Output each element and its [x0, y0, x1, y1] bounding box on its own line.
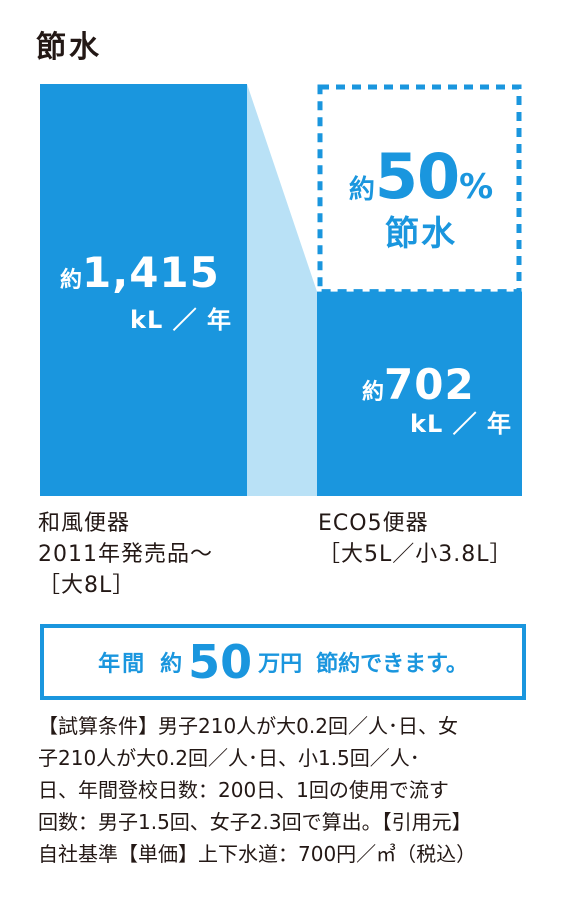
bar-value-unit: kL ／ 年: [130, 306, 232, 334]
bar-unit-label-right: kL ／ 年: [410, 404, 512, 439]
category-label-left: 和風便器 2011年発売品～ ［大8L］: [38, 508, 213, 601]
note-line: 回数：男子1.5回、女子2.3回で算出。【引用元】: [38, 810, 472, 834]
category-line: ［大8L］: [38, 573, 136, 598]
category-line: ECO5便器: [318, 511, 429, 536]
banner-approx: 約: [160, 652, 183, 677]
bar-value-number: 1,415: [82, 248, 220, 297]
bar-chart: [40, 84, 522, 496]
bar-value-prefix: 約: [60, 268, 83, 293]
banner-message: 節約できます。: [316, 652, 468, 677]
note-line: 日、年間登校日数：200日、1回の使用で流す: [38, 778, 449, 802]
savings-number: 50: [374, 140, 460, 213]
chart-title: 節水: [36, 30, 102, 65]
savings-prefix: 約: [348, 175, 375, 205]
banner-period: 年間: [98, 652, 147, 677]
bar-value-unit: kL ／ 年: [410, 410, 512, 438]
bar-connector: [247, 84, 317, 496]
category-line: 2011年発売品～: [38, 542, 213, 567]
note-line: 【試算条件】男子210人が大0.2回／人･日、女: [38, 714, 458, 738]
bar-unit-label-left: kL ／ 年: [130, 300, 232, 335]
note-line: 自社基準【単価】上下水道：700円／㎥（税込）: [38, 842, 477, 866]
banner-unit: 万円: [258, 652, 303, 677]
note-line: 子210人が大0.2回／人･日、小1.5回／人･: [38, 746, 420, 770]
savings-label: 節水: [385, 214, 457, 254]
bar-value-number: 702: [384, 360, 475, 409]
savings-annotation: 約50%: [322, 140, 520, 213]
savings-dashed-outline: [317, 84, 522, 295]
savings-banner: 年間 約 50 万円 節約できます。: [40, 624, 526, 700]
bar-value-prefix: 約: [362, 380, 385, 405]
bar-washiki-toilet: [40, 84, 247, 496]
savings-suffix: %: [459, 167, 494, 207]
banner-amount: 50: [188, 635, 253, 689]
bar-value-label-right: 約702: [362, 360, 475, 409]
bar-value-label-left: 約1,415: [60, 248, 220, 297]
calculation-conditions-note: 【試算条件】男子210人が大0.2回／人･日、女 子210人が大0.2回／人･日…: [38, 710, 528, 870]
bar-eco5-toilet: [317, 291, 522, 496]
category-label-right: ECO5便器 ［大5L／小3.8L］: [318, 508, 513, 570]
category-line: 和風便器: [38, 511, 131, 536]
category-line: ［大5L／小3.8L］: [318, 542, 513, 567]
